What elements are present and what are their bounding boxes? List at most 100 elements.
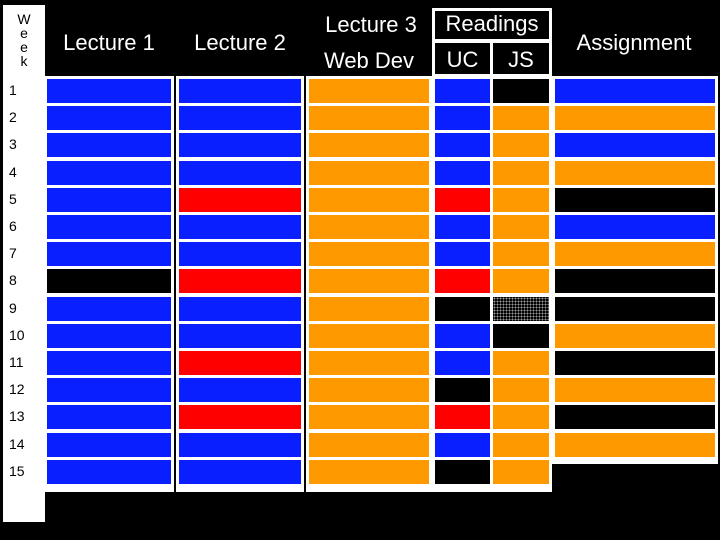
readings-header-box: [435, 11, 549, 39]
js-week-15-cell: [493, 459, 549, 484]
lecture3-header: Lecture 3: [325, 12, 417, 37]
lecture1-week-6-cell: [47, 215, 171, 239]
uc-week-5-cell: [435, 187, 490, 212]
readings-top-gap: [432, 0, 552, 8]
assignment-week-9-cell: [555, 296, 715, 321]
js-week-4-cell: [493, 160, 549, 185]
lecture2-week-8-cell: [179, 269, 301, 294]
web-dev-header: Web Dev: [323, 48, 415, 73]
lecture2-week-13-cell: [179, 405, 301, 430]
js-week-12-cell: [493, 378, 549, 403]
week-number: 5: [9, 190, 17, 207]
week-number: 14: [9, 435, 25, 452]
week-number: 13: [9, 408, 25, 425]
lecture2-week-12-cell: [179, 378, 301, 403]
lecture1-week-5-cell: [47, 187, 171, 212]
js-week-13-cell: [493, 405, 549, 430]
js-week-10-cell: [493, 323, 549, 348]
uc-header-box: [435, 43, 490, 74]
assignment-week-14-cell: [555, 432, 715, 457]
week-number: 3: [9, 136, 17, 153]
lecture2-week-3-cell: [179, 133, 301, 158]
js-week-8-cell: [493, 269, 549, 294]
lecture3-week-6-cell: [309, 215, 429, 239]
lecture2-week-1-cell: [179, 79, 301, 103]
assignment-week-13-cell: [555, 405, 715, 430]
lecture1-header: Lecture 1: [63, 30, 155, 55]
lecture3-week-4-cell: [309, 160, 429, 185]
week-number: 11: [9, 354, 24, 370]
lecture3-week-7-cell: [309, 242, 429, 267]
uc-week-2-cell: [435, 106, 490, 131]
uc-week-9-cell: [435, 296, 490, 321]
week-column: [3, 5, 45, 522]
js-week-1-cell: [493, 79, 549, 103]
lecture1-week-7-cell: [47, 242, 171, 267]
assignment-week-3-cell: [555, 133, 715, 158]
assignment-week-8-cell: [555, 269, 715, 294]
uc-header: UC: [446, 47, 479, 72]
js-week-14-cell: [493, 432, 549, 457]
lecture1-week-14-cell: [47, 432, 171, 457]
lecture2-week-9-cell: [179, 296, 301, 321]
lecture1-week-8-cell: [47, 269, 171, 294]
lecture1-week-12-cell: [47, 378, 171, 403]
js-header-box: [493, 43, 549, 74]
readings-header: Readings: [445, 11, 539, 36]
uc-week-4-cell: [435, 160, 490, 185]
js-week-2-cell: [493, 106, 549, 131]
lecture3-week-10-cell: [309, 323, 429, 348]
lecture1-week-2-cell: [47, 106, 171, 131]
week-number: 6: [9, 218, 17, 234]
week-number: 8: [9, 272, 17, 289]
assignment-week-6-cell: [555, 215, 715, 239]
uc-week-15-cell: [435, 459, 490, 484]
uc-week-13-cell: [435, 405, 490, 430]
lecture2-week-11-cell: [179, 351, 301, 375]
lecture3-week-3-cell: [309, 133, 429, 158]
lecture1-week-13-cell: [47, 405, 171, 430]
week-header: W e e k: [17, 11, 31, 69]
uc-week-14-cell: [435, 432, 490, 457]
lecture1-week-3-cell: [47, 133, 171, 158]
js-header: JS: [508, 47, 534, 72]
week-column-header-bg: [6, 8, 42, 71]
week-number: 12: [9, 381, 25, 398]
lecture3-week-1-cell: [309, 79, 429, 103]
uc-week-1-cell: [435, 79, 490, 103]
assignment-week-4-cell: [555, 160, 715, 185]
uc-week-10-cell: [435, 323, 490, 348]
lecture1-week-15-cell: [47, 459, 171, 484]
uc-week-8-cell: [435, 269, 490, 294]
uc-week-3-cell: [435, 133, 490, 158]
lecture2-week-14-cell: [179, 432, 301, 457]
week-number: 1: [9, 82, 17, 98]
js-week-7-cell: [493, 242, 549, 267]
assignment-week-1-cell: [555, 79, 715, 103]
lecture2-week-5-cell: [179, 187, 301, 212]
week-number: 2: [9, 109, 17, 126]
assignment-week-2-cell: [555, 106, 715, 131]
js-week-11-cell: [493, 351, 549, 375]
uc-week-6-cell: [435, 215, 490, 239]
lecture3-week-13-cell: [309, 405, 429, 430]
uc-week-11-cell: [435, 351, 490, 375]
assignment-week-11-cell: [555, 351, 715, 375]
lecture1-week-9-cell: [47, 296, 171, 321]
js-week-9-cell: [493, 296, 549, 321]
uc-week-12-cell: [435, 378, 490, 403]
js-week-3-cell: [493, 133, 549, 158]
week-number: 9: [9, 299, 17, 316]
lecture1-week-11-cell: [47, 351, 171, 375]
lecture3-week-14-cell: [309, 432, 429, 457]
lecture3-week-12-cell: [309, 378, 429, 403]
js-week-6-cell: [493, 215, 549, 239]
lecture3-week-2-cell: [309, 106, 429, 131]
week-number: 10: [9, 326, 25, 343]
lecture3-week-5-cell: [309, 187, 429, 212]
lecture3-week-8-cell: [309, 269, 429, 294]
week-number: 4: [9, 163, 17, 180]
js-week-5-cell: [493, 187, 549, 212]
lecture3-week-11-cell: [309, 351, 429, 375]
lecture1-week-1-cell: [47, 79, 171, 103]
